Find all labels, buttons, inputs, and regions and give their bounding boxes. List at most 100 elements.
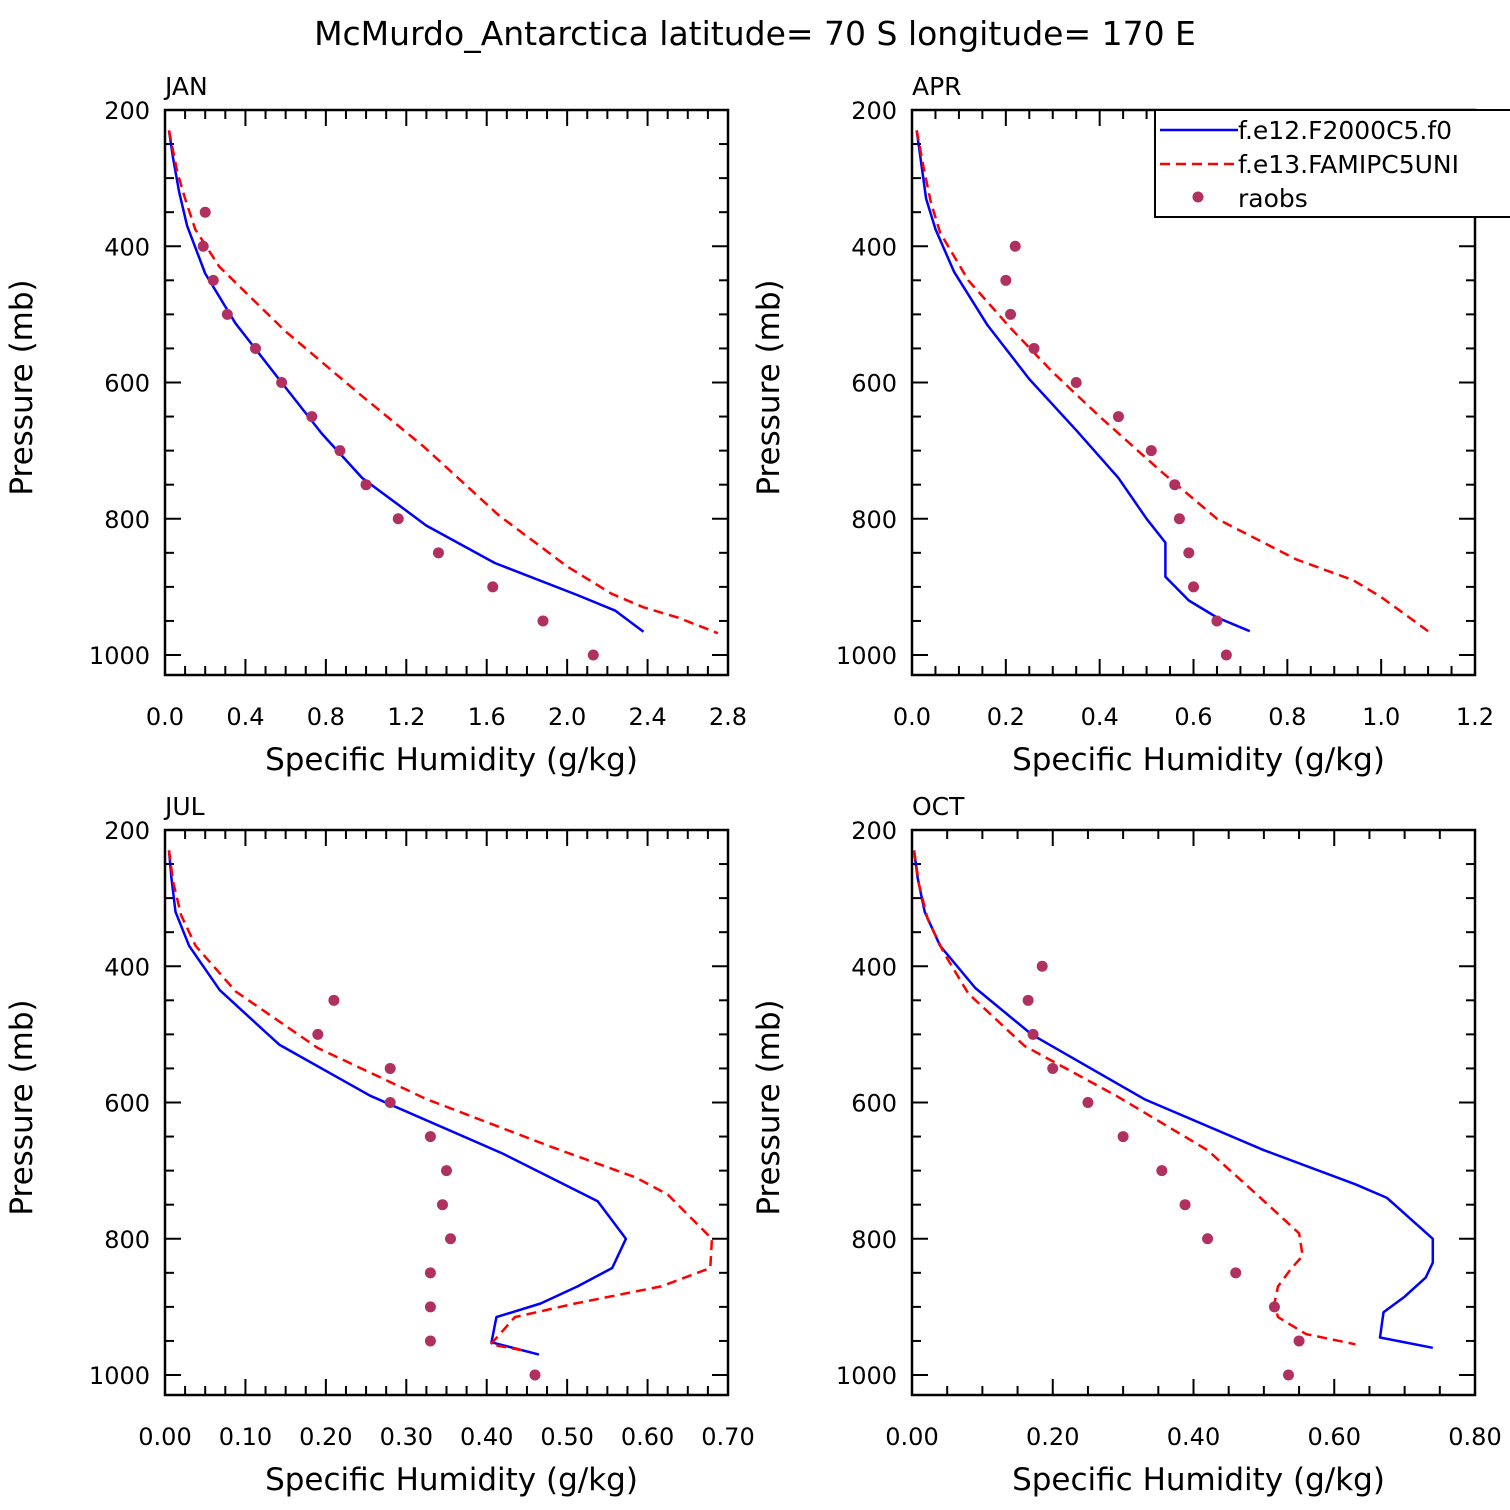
- raobs-point: [199, 206, 211, 218]
- raobs-point: [1005, 308, 1017, 320]
- series-group: [167, 850, 714, 1381]
- raobs-point: [334, 445, 346, 457]
- raobs-point: [424, 1301, 436, 1313]
- y-axis-title: Pressure (mb): [751, 279, 787, 495]
- raobs-point: [1082, 1097, 1094, 1108]
- x-tick-label: 0.80: [1448, 1423, 1501, 1451]
- x-axis-title: Specific Humidity (g/kg): [265, 1462, 638, 1498]
- raobs-point: [312, 1028, 324, 1040]
- blue-solid-series-line: [167, 850, 628, 1356]
- raobs-point: [1211, 615, 1223, 627]
- blue-solid-series-line: [912, 850, 1435, 1350]
- raobs-point: [392, 513, 404, 525]
- x-tick-label: 1.6: [468, 703, 506, 731]
- y-axis: 200 400 600 800 1000: [836, 817, 1475, 1390]
- x-tick-label: 0.30: [380, 1423, 433, 1451]
- raobs-point: [1169, 479, 1181, 491]
- raobs-point: [384, 1097, 396, 1108]
- blue-solid-series-line: [915, 130, 1251, 633]
- y-tick-label: 1000: [89, 1362, 150, 1390]
- y-tick-label: 600: [851, 370, 897, 398]
- raobs-point: [1173, 513, 1185, 525]
- raobs-point: [207, 274, 219, 286]
- raobs-point: [537, 615, 549, 627]
- panel-label: JAN: [163, 72, 208, 101]
- x-tick-label: 0.4: [226, 703, 264, 731]
- red-dashed-series-line: [167, 130, 719, 635]
- y-tick-label: 200: [104, 97, 150, 125]
- x-tick-label: 0.8: [307, 703, 345, 731]
- x-tick-label: 0.50: [540, 1423, 593, 1451]
- x-axis-title: Specific Humidity (g/kg): [1012, 1462, 1385, 1498]
- x-tick-label: 0.40: [1167, 1423, 1220, 1451]
- raobs-point: [441, 1165, 452, 1177]
- y-tick-label: 1000: [836, 642, 897, 670]
- legend-label: f.e12.F2000C5.f0: [1238, 116, 1452, 145]
- x-axis: 0.00 0.10 0.20 0.30 0.40 0.50 0.60 0.70: [138, 830, 755, 1451]
- legend-label: raobs: [1238, 184, 1308, 213]
- raobs-point: [1022, 994, 1034, 1006]
- panels: JAN 200 400 600 800 1000 0.0 0.4 0.8 1.2 1.6 2.0 2.4…: [4, 72, 1510, 1498]
- y-tick-label: 400: [851, 233, 897, 261]
- x-tick-label: 1.2: [387, 703, 425, 731]
- raobs-point: [276, 377, 288, 388]
- y-axis-title: Pressure (mb): [4, 279, 40, 495]
- series-group: [912, 850, 1435, 1381]
- blue-solid-series-line: [167, 130, 645, 633]
- raobs-point: [1202, 1233, 1214, 1245]
- x-tick-label: 0.00: [885, 1423, 938, 1451]
- x-tick-label: 0.4: [1081, 703, 1119, 731]
- raobs-point: [1179, 1199, 1191, 1211]
- raobs-point: [1070, 377, 1082, 388]
- y-tick-label: 200: [851, 97, 897, 125]
- plot-frame: [910, 828, 1477, 1397]
- x-axis: 0.00 0.20 0.40 0.60 0.80: [885, 830, 1502, 1451]
- x-tick-label: 0.60: [1308, 1423, 1361, 1451]
- y-tick-label: 600: [104, 1090, 150, 1118]
- raobs-point: [587, 649, 599, 661]
- red-dashed-series-line: [915, 130, 1429, 633]
- y-tick-label: 1000: [89, 642, 150, 670]
- raobs-point: [197, 240, 209, 252]
- raobs-point: [1220, 649, 1232, 661]
- raobs-point: [384, 1062, 396, 1074]
- raobs-point: [1009, 240, 1021, 252]
- y-tick-label: 200: [104, 817, 150, 845]
- raobs-point: [1047, 1062, 1059, 1074]
- x-tick-label: 0.6: [1174, 703, 1212, 731]
- raobs-point: [1027, 1028, 1039, 1040]
- raobs-point: [306, 411, 318, 423]
- raobs-point: [1293, 1335, 1305, 1347]
- raobs-point: [1188, 581, 1199, 593]
- raobs-point: [424, 1131, 436, 1143]
- raobs-point: [1183, 547, 1195, 559]
- panel-label: APR: [912, 72, 962, 101]
- y-tick-label: 600: [851, 1090, 897, 1118]
- y-tick-label: 800: [851, 1226, 897, 1254]
- raobs-point: [1156, 1165, 1168, 1177]
- y-tick-label: 800: [104, 506, 150, 534]
- x-tick-label: 0.0: [893, 703, 931, 731]
- x-tick-label: 2.8: [709, 703, 747, 731]
- x-tick-label: 0.40: [460, 1423, 513, 1451]
- y-axis: 200 400 600 800 1000: [89, 817, 728, 1390]
- x-tick-label: 0.20: [1026, 1423, 1079, 1451]
- y-tick-label: 400: [851, 953, 897, 981]
- raobs-point: [487, 581, 499, 593]
- x-axis-title: Specific Humidity (g/kg): [1012, 742, 1385, 778]
- y-tick-label: 400: [104, 233, 150, 261]
- panel-label: JUL: [163, 792, 205, 821]
- figure-title: McMurdo_Antarctica latitude= 70 S longit…: [314, 14, 1196, 53]
- y-tick-label: 200: [851, 817, 897, 845]
- raobs-point: [221, 308, 233, 320]
- raobs-point: [424, 1267, 436, 1279]
- x-tick-label: 0.10: [219, 1423, 272, 1451]
- x-tick-label: 0.2: [987, 703, 1025, 731]
- x-tick-label: 0.00: [138, 1423, 191, 1451]
- x-tick-label: 0.0: [146, 703, 184, 731]
- red-dashed-series-line: [912, 850, 1356, 1346]
- y-tick-label: 800: [104, 1226, 150, 1254]
- raobs-point: [529, 1369, 541, 1381]
- x-tick-label: 1.0: [1362, 703, 1400, 731]
